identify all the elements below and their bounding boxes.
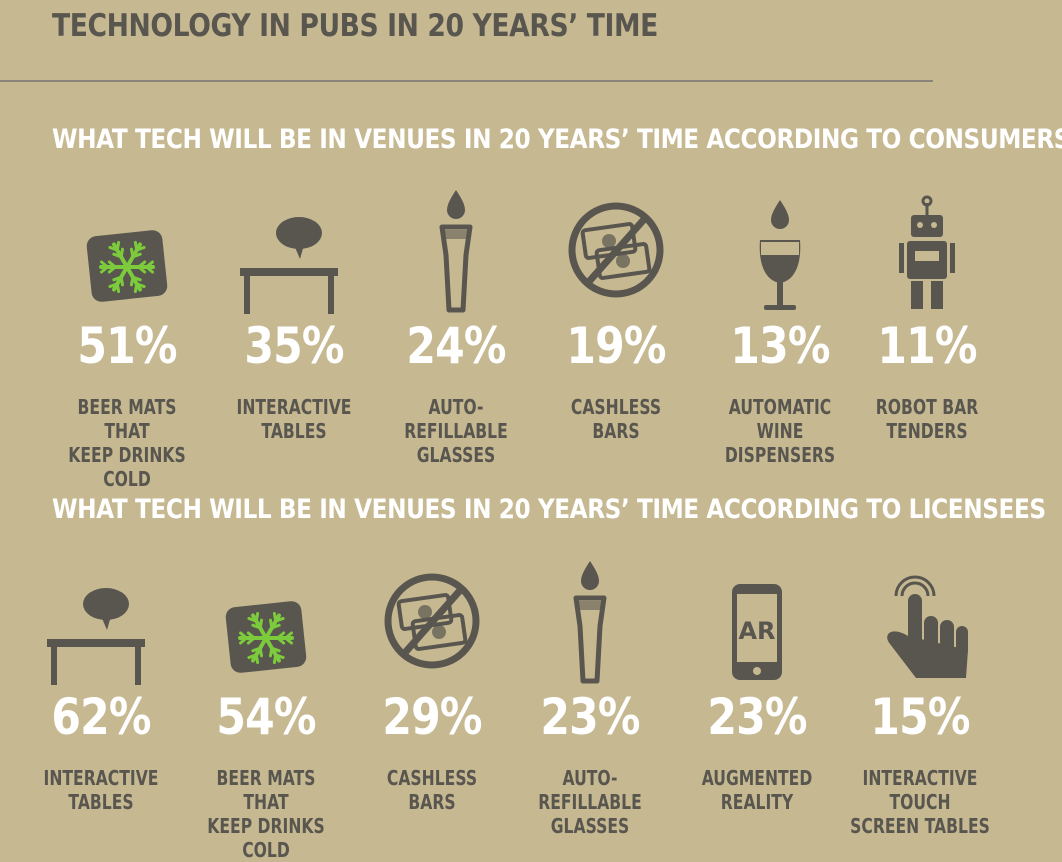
stat-percentage: 15% — [870, 688, 970, 746]
page-title: TECHNOLOGY IN PUBS IN 20 YEARS’ TIME — [52, 8, 658, 44]
stat-percentage: 29% — [382, 688, 482, 746]
stat-label: ROBOT BAR TENDERS — [875, 395, 979, 443]
stat-percentage: 19% — [566, 317, 666, 375]
stat-label: AUTO-REFILLABLE GLASSES — [404, 395, 508, 467]
stat-percentage: 23% — [707, 688, 807, 746]
consumers-section-title: WHAT TECH WILL BE IN VENUES IN 20 YEARS’… — [52, 124, 1062, 155]
stat-label: BEER MATS THAT KEEP DRINKS COLD — [207, 766, 325, 862]
wine-glass-icon — [759, 200, 801, 310]
no-cash-icon — [568, 202, 664, 298]
snowflake-mat-icon — [86, 230, 168, 302]
stat-percentage: 24% — [406, 317, 506, 375]
stat-label: INTERACTIVE TABLES — [236, 395, 352, 443]
interactive-table-icon — [240, 217, 338, 314]
ar-phone-icon: AR — [732, 584, 782, 680]
stat-label: INTERACTIVE TABLES — [43, 766, 159, 814]
stat-percentage: 54% — [216, 688, 316, 746]
stat-percentage: 35% — [244, 317, 344, 375]
stat-label: CASHLESS BARS — [570, 395, 662, 443]
divider — [0, 80, 933, 82]
stat-label: AUGMENTED REALITY — [701, 766, 813, 814]
stat-percentage: 51% — [77, 317, 177, 375]
stat-percentage: 23% — [540, 688, 640, 746]
stat-label: BEER MATS THAT KEEP DRINKS COLD — [68, 395, 186, 491]
robot-icon — [899, 195, 955, 309]
snowflake-mat-icon — [225, 601, 307, 673]
licensees-section-title: WHAT TECH WILL BE IN VENUES IN 20 YEARS’… — [52, 494, 1046, 525]
touch-hand-icon — [887, 575, 968, 678]
refill-glass-icon — [439, 190, 473, 313]
stat-label: AUTOMATIC WINE DISPENSERS — [724, 395, 836, 467]
svg-text:AR: AR — [738, 617, 775, 645]
stat-percentage: 62% — [51, 688, 151, 746]
no-cash-icon — [384, 573, 480, 669]
refill-glass-icon — [573, 561, 607, 684]
stat-label: AUTO-REFILLABLE GLASSES — [538, 766, 642, 838]
interactive-table-icon — [47, 588, 145, 685]
stat-percentage: 13% — [730, 317, 830, 375]
stat-label: CASHLESS BARS — [386, 766, 478, 814]
stat-percentage: 11% — [877, 317, 977, 375]
stat-label: INTERACTIVE TOUCH SCREEN TABLES — [850, 766, 990, 838]
